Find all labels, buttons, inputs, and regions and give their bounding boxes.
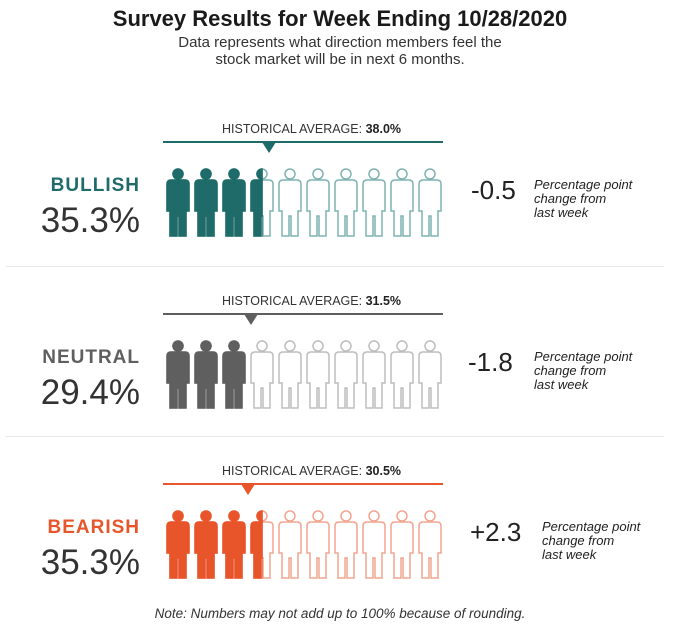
weekly-change: +2.3 (470, 517, 522, 547)
person-icon (278, 340, 302, 409)
historical-average-prefix: HISTORICAL AVERAGE: (222, 122, 366, 136)
person-icon (334, 510, 358, 579)
person-icon (418, 340, 442, 409)
sentiment-name: BULLISH (50, 175, 140, 196)
historical-average-line (163, 141, 443, 143)
historical-average-prefix: HISTORICAL AVERAGE: (222, 294, 366, 308)
section-divider (6, 266, 664, 267)
person-icon-filled (222, 510, 246, 579)
person-icon (250, 340, 274, 409)
person-icon (278, 168, 302, 237)
person-icon-filled (222, 168, 246, 237)
sentiment-percent: 35.3% (40, 543, 140, 582)
change-note-line-1: Percentage point (542, 519, 641, 534)
change-note: Percentage point change from last week (542, 520, 640, 562)
person-icon-filled (194, 340, 218, 409)
person-icon (306, 168, 330, 237)
historical-average-value: 31.5% (365, 294, 402, 308)
person-icon (334, 168, 358, 237)
change-note-line-2: change from (542, 533, 615, 548)
change-note-line-1: Percentage point (534, 177, 633, 192)
person-icon (306, 340, 330, 409)
sentiment-name: BEARISH (47, 517, 140, 538)
historical-average-value: 38.0% (365, 122, 402, 136)
person-icon (390, 168, 414, 237)
chart-subtitle: Data represents what direction members f… (0, 34, 680, 68)
historical-average-label: HISTORICAL AVERAGE: 30.5% (222, 464, 401, 478)
historical-average-label: HISTORICAL AVERAGE: 31.5% (222, 294, 401, 308)
sentiment-section-neutral: HISTORICAL AVERAGE: 31.5% NEUTRAL 29.4% … (0, 268, 680, 438)
person-icon (362, 168, 386, 237)
person-icon-filled (166, 340, 190, 409)
sentiment-section-bullish: HISTORICAL AVERAGE: 38.0% BULLISH 35.3% … (0, 96, 680, 266)
subtitle-line-2: stock market will be in next 6 months. (215, 51, 465, 68)
person-icon-filled (250, 168, 263, 237)
people-pictograph (166, 510, 442, 579)
change-note: Percentage point change from last week (534, 350, 632, 392)
person-icon-filled (250, 510, 263, 579)
sentiment-percent: 29.4% (40, 373, 140, 412)
historical-average-marker (241, 484, 256, 495)
filled-portion (166, 168, 263, 237)
person-icon-filled (166, 168, 190, 237)
change-note-line-2: change from (534, 363, 607, 378)
person-icon (306, 510, 330, 579)
person-icon-filled (166, 510, 190, 579)
historical-average-line (163, 483, 443, 485)
person-icon (334, 340, 358, 409)
subtitle-line-1: Data represents what direction members f… (178, 34, 502, 51)
change-note-line-1: Percentage point (534, 349, 633, 364)
person-icon (362, 510, 386, 579)
person-icon-filled (222, 340, 246, 409)
person-icon (418, 510, 442, 579)
people-pictograph (166, 168, 442, 237)
footnote: Note: Numbers may not add up to 100% bec… (154, 606, 526, 621)
person-icon-filled (194, 168, 218, 237)
historical-average-marker (262, 142, 277, 153)
change-note: Percentage point change from last week (534, 178, 632, 220)
person-icon (278, 510, 302, 579)
person-icon (418, 168, 442, 237)
change-note-line-3: last week (542, 547, 597, 562)
person-icon-filled (194, 510, 218, 579)
historical-average-prefix: HISTORICAL AVERAGE: (222, 464, 366, 478)
weekly-change: -1.8 (468, 347, 513, 377)
historical-average-line (163, 313, 443, 315)
sentiment-section-bearish: HISTORICAL AVERAGE: 30.5% BEARISH 35.3% … (0, 438, 680, 608)
sentiment-name: NEUTRAL (42, 347, 140, 368)
people-pictograph (166, 340, 442, 409)
filled-portion (166, 510, 263, 579)
section-divider (6, 436, 664, 437)
change-note-line-3: last week (534, 205, 589, 220)
change-note-line-2: change from (534, 191, 607, 206)
change-note-line-3: last week (534, 377, 589, 392)
chart-title: Survey Results for Week Ending 10/28/202… (112, 6, 568, 31)
person-icon (390, 340, 414, 409)
person-icon (362, 340, 386, 409)
person-icon (390, 510, 414, 579)
historical-average-marker (244, 314, 259, 325)
weekly-change: -0.5 (471, 175, 516, 205)
historical-average-value: 30.5% (365, 464, 402, 478)
sentiment-percent: 35.3% (40, 201, 140, 240)
historical-average-label: HISTORICAL AVERAGE: 38.0% (222, 122, 401, 136)
filled-portion (166, 340, 246, 409)
